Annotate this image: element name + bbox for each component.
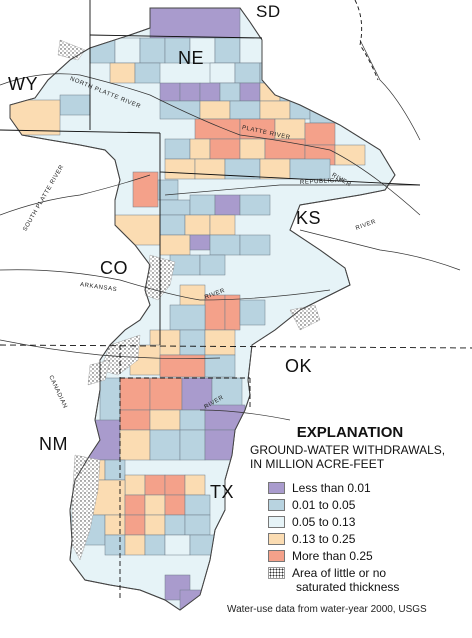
legend-item-label: 0.01 to 0.05	[292, 498, 356, 512]
state-label-ok: OK	[285, 356, 313, 376]
legend-swatch	[268, 482, 285, 494]
state-label-wy: WY	[8, 74, 38, 94]
legend-swatch	[268, 533, 285, 545]
legend-item-label: 0.05 to 0.13	[292, 515, 356, 529]
legend-item-stipple: Area of little or no saturated thickness	[268, 566, 399, 596]
state-label-tx: TX	[210, 482, 235, 502]
state-label-co: CO	[100, 258, 128, 278]
legend-item-more-than-0-25: More than 0.25	[268, 549, 373, 565]
legend-subtitle: GROUND-WATER WITHDRAWALS, IN MILLION ACR…	[246, 443, 468, 471]
stipple-label-line-1: Area of little or no	[292, 566, 387, 580]
legend-subtitle-line-1: GROUND-WATER WITHDRAWALS,	[250, 443, 446, 457]
legend-item-0-01-to-0-05: 0.01 to 0.05	[268, 498, 355, 514]
legend-item-0-13-to-0-25: 0.13 to 0.25	[268, 532, 355, 548]
legend-item-label: Area of little or no saturated thickness	[292, 566, 399, 594]
legend-item-0-05-to-0-13: 0.05 to 0.13	[268, 515, 355, 531]
state-label-ne: NE	[178, 48, 205, 68]
stipple-label-line-2: saturated thickness	[296, 580, 400, 594]
state-boundaries	[0, 0, 472, 600]
rivers	[0, 39, 461, 421]
data-credit: Water-use data from water-year 2000, USG…	[227, 604, 427, 615]
legend-item-less-than-0-01: Less than 0.01	[268, 481, 371, 497]
county-cells	[10, 8, 366, 610]
state-label-ks: KS	[296, 208, 322, 228]
legend-item-label: 0.13 to 0.25	[292, 532, 356, 546]
legend-swatch	[268, 550, 285, 562]
legend: EXPLANATION GROUND-WATER WITHDRAWALS, IN…	[246, 424, 468, 594]
legend-swatch	[268, 499, 285, 511]
legend-item-label: Less than 0.01	[292, 481, 371, 495]
state-label-nm: NM	[39, 434, 68, 454]
legend-swatch-stipple	[268, 567, 285, 579]
legend-swatch	[268, 516, 285, 528]
legend-title: EXPLANATION	[296, 424, 404, 441]
state-label-sd: SD	[256, 2, 281, 21]
legend-subtitle-line-2: IN MILLION ACRE-FEET	[250, 457, 385, 471]
legend-item-label: More than 0.25	[292, 549, 373, 563]
